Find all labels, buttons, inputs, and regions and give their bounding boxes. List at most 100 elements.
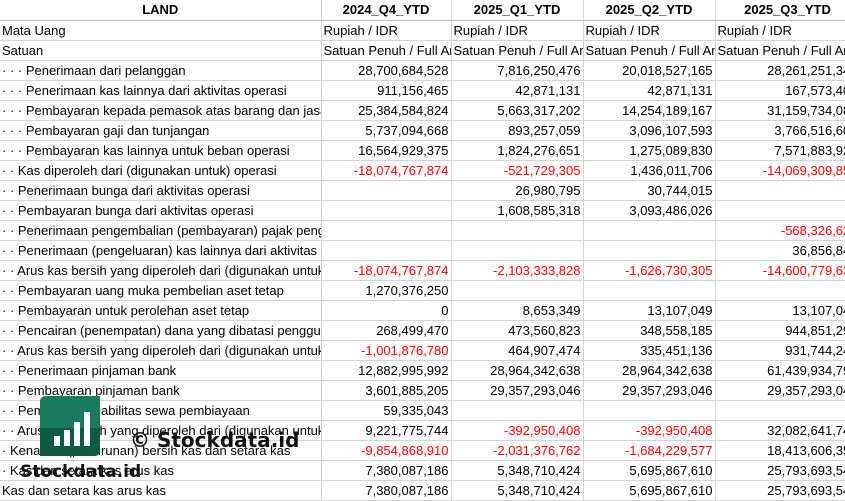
cell-value[interactable]: -521,729,305 xyxy=(451,160,584,181)
cell-value[interactable] xyxy=(321,240,452,261)
meta-value[interactable]: Rupiah / IDR xyxy=(583,20,716,41)
header-period[interactable]: 2025_Q2_YTD xyxy=(583,0,716,21)
cell-value[interactable]: 28,700,684,528 xyxy=(321,60,452,81)
row-label[interactable]: · · · Penerimaan kas lainnya dari aktivi… xyxy=(0,80,322,101)
cell-value[interactable]: 167,573,409 xyxy=(715,80,845,101)
row-label[interactable]: · · Pembayaran untuk perolehan aset teta… xyxy=(0,300,322,321)
cell-value[interactable]: 1,436,011,706 xyxy=(583,160,716,181)
cell-value[interactable]: -9,854,868,910 xyxy=(321,440,452,461)
meta-value[interactable]: Satuan Penuh / Full Amount xyxy=(321,40,452,61)
cell-value[interactable]: 25,384,584,824 xyxy=(321,100,452,121)
row-label[interactable]: · · Penerimaan pengembalian (pembayaran)… xyxy=(0,220,322,241)
cell-value[interactable] xyxy=(715,180,845,201)
cell-value[interactable]: 61,439,934,790 xyxy=(715,360,845,381)
cell-value[interactable]: 268,499,470 xyxy=(321,320,452,341)
row-label[interactable]: · · · Pembayaran kas lainnya untuk beban… xyxy=(0,140,322,161)
cell-value[interactable]: -392,950,408 xyxy=(451,420,584,441)
cell-value[interactable] xyxy=(451,280,584,301)
cell-value[interactable]: -2,031,376,762 xyxy=(451,440,584,461)
cell-value[interactable]: 20,018,527,165 xyxy=(583,60,716,81)
cell-value[interactable]: 0 xyxy=(321,300,452,321)
row-label[interactable]: · · Penerimaan pinjaman bank xyxy=(0,360,322,381)
row-label[interactable]: · Kas dan setara kas arus kas xyxy=(0,460,322,481)
cell-value[interactable]: 25,793,693,542 xyxy=(715,460,845,481)
cell-value[interactable]: -568,326,622 xyxy=(715,220,845,241)
cell-value[interactable]: 31,159,734,087 xyxy=(715,100,845,121)
cell-value[interactable]: 893,257,059 xyxy=(451,120,584,141)
header-period[interactable]: 2025_Q1_YTD xyxy=(451,0,584,21)
cell-value[interactable] xyxy=(715,200,845,221)
row-label[interactable]: · · Pencairan (penempatan) dana yang dib… xyxy=(0,320,322,341)
meta-label[interactable]: Mata Uang xyxy=(0,20,322,41)
cell-value[interactable] xyxy=(583,400,716,421)
cell-value[interactable]: 29,357,293,046 xyxy=(583,380,716,401)
cell-value[interactable]: -1,684,229,577 xyxy=(583,440,716,461)
header-period[interactable]: 2025_Q3_YTD xyxy=(715,0,845,21)
cell-value[interactable]: 14,254,189,167 xyxy=(583,100,716,121)
cell-value[interactable]: 5,348,710,424 xyxy=(451,460,584,481)
row-label[interactable]: · · Arus kas bersih yang diperoleh dari … xyxy=(0,260,322,281)
cell-value[interactable]: 1,824,276,651 xyxy=(451,140,584,161)
cell-value[interactable]: 911,156,465 xyxy=(321,80,452,101)
cell-value[interactable]: 13,107,049 xyxy=(715,300,845,321)
row-label[interactable]: · · · Penerimaan dari pelanggan xyxy=(0,60,322,81)
cell-value[interactable]: 3,766,516,601 xyxy=(715,120,845,141)
cell-value[interactable] xyxy=(715,400,845,421)
cell-value[interactable] xyxy=(321,180,452,201)
cell-value[interactable]: 5,695,867,610 xyxy=(583,460,716,481)
cell-value[interactable]: 7,380,087,186 xyxy=(321,480,452,501)
meta-value[interactable]: Satuan Penuh / Full Amount xyxy=(451,40,584,61)
cell-value[interactable]: -18,074,767,874 xyxy=(321,160,452,181)
cell-value[interactable] xyxy=(451,220,584,241)
row-label[interactable]: · · · Pembayaran kepada pemasok atas bar… xyxy=(0,100,322,121)
cell-value[interactable] xyxy=(451,240,584,261)
cell-value[interactable] xyxy=(715,280,845,301)
row-label[interactable]: · · Pembayaran pinjaman bank xyxy=(0,380,322,401)
cell-value[interactable]: 464,907,474 xyxy=(451,340,584,361)
cell-value[interactable]: 32,082,641,747 xyxy=(715,420,845,441)
row-label[interactable]: · · Penerimaan bunga dari aktivitas oper… xyxy=(0,180,322,201)
cell-value[interactable]: -18,074,767,874 xyxy=(321,260,452,281)
cell-value[interactable]: 36,856,843 xyxy=(715,240,845,261)
cell-value[interactable]: 18,413,606,356 xyxy=(715,440,845,461)
cell-value[interactable] xyxy=(321,200,452,221)
cell-value[interactable]: 9,221,775,744 xyxy=(321,420,452,441)
cell-value[interactable] xyxy=(583,240,716,261)
cell-value[interactable]: 5,695,867,610 xyxy=(583,480,716,501)
cell-value[interactable]: 7,571,883,920 xyxy=(715,140,845,161)
cell-value[interactable]: 42,871,131 xyxy=(451,80,584,101)
cell-value[interactable]: 348,558,185 xyxy=(583,320,716,341)
meta-value[interactable]: Rupiah / IDR xyxy=(321,20,452,41)
cell-value[interactable]: 3,601,885,205 xyxy=(321,380,452,401)
cell-value[interactable]: 1,270,376,250 xyxy=(321,280,452,301)
row-label[interactable]: · · Penerimaan (pengeluaran) kas lainnya… xyxy=(0,240,322,261)
cell-value[interactable]: -392,950,408 xyxy=(583,420,716,441)
row-label[interactable]: · · Kas diperoleh dari (digunakan untuk)… xyxy=(0,160,322,181)
cell-value[interactable] xyxy=(451,400,584,421)
cell-value[interactable]: 5,348,710,424 xyxy=(451,480,584,501)
header-period[interactable]: 2024_Q4_YTD xyxy=(321,0,452,21)
cell-value[interactable]: 16,564,929,375 xyxy=(321,140,452,161)
cell-value[interactable]: 59,335,043 xyxy=(321,400,452,421)
cell-value[interactable]: 25,793,693,542 xyxy=(715,480,845,501)
cell-value[interactable]: -14,069,309,858 xyxy=(715,160,845,181)
cell-value[interactable]: 29,357,293,046 xyxy=(715,380,845,401)
cell-value[interactable]: 1,275,089,830 xyxy=(583,140,716,161)
cell-value[interactable]: 13,107,049 xyxy=(583,300,716,321)
meta-label[interactable]: Satuan xyxy=(0,40,322,61)
cell-value[interactable] xyxy=(583,280,716,301)
cell-value[interactable]: 3,096,107,593 xyxy=(583,120,716,141)
meta-value[interactable]: Satuan Penuh / Full Amount xyxy=(583,40,716,61)
cell-value[interactable] xyxy=(583,220,716,241)
cell-value[interactable]: 26,980,795 xyxy=(451,180,584,201)
cell-value[interactable]: 5,663,317,202 xyxy=(451,100,584,121)
cell-value[interactable]: 12,882,995,992 xyxy=(321,360,452,381)
cell-value[interactable]: 8,653,349 xyxy=(451,300,584,321)
row-label[interactable]: · · Pembayaran uang muka pembelian aset … xyxy=(0,280,322,301)
cell-value[interactable]: 931,744,246 xyxy=(715,340,845,361)
cell-value[interactable]: 28,964,342,638 xyxy=(583,360,716,381)
cell-value[interactable]: 29,357,293,046 xyxy=(451,380,584,401)
cell-value[interactable]: 335,451,136 xyxy=(583,340,716,361)
cell-value[interactable]: -14,600,779,637 xyxy=(715,260,845,281)
cell-value[interactable]: 5,737,094,668 xyxy=(321,120,452,141)
